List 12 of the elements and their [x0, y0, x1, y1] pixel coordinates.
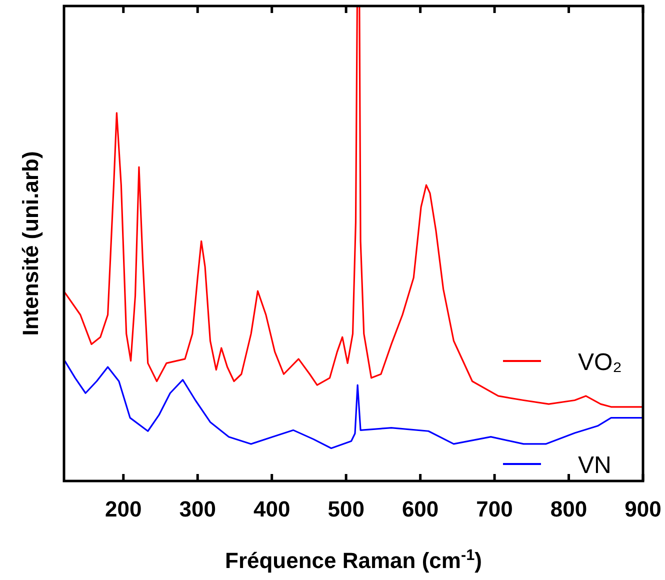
x-tick-label: 500 — [328, 496, 364, 522]
x-tick-label: 700 — [476, 496, 513, 522]
x-tick-label: 600 — [402, 496, 439, 522]
x-axis-title: Fréquence Raman (cm$^{-1}$) — [225, 546, 482, 573]
x-tick-label: 900 — [624, 496, 662, 522]
y-axis-title: Intensité (uni.arb) — [18, 151, 43, 336]
x-tick-label: 400 — [253, 496, 290, 522]
legend-label: VN — [578, 452, 612, 479]
x-tick-label: 200 — [105, 496, 142, 522]
x-tick-label: 300 — [179, 496, 216, 522]
legend-label: VO₂ — [578, 349, 622, 376]
x-tick-label: 800 — [550, 496, 588, 522]
